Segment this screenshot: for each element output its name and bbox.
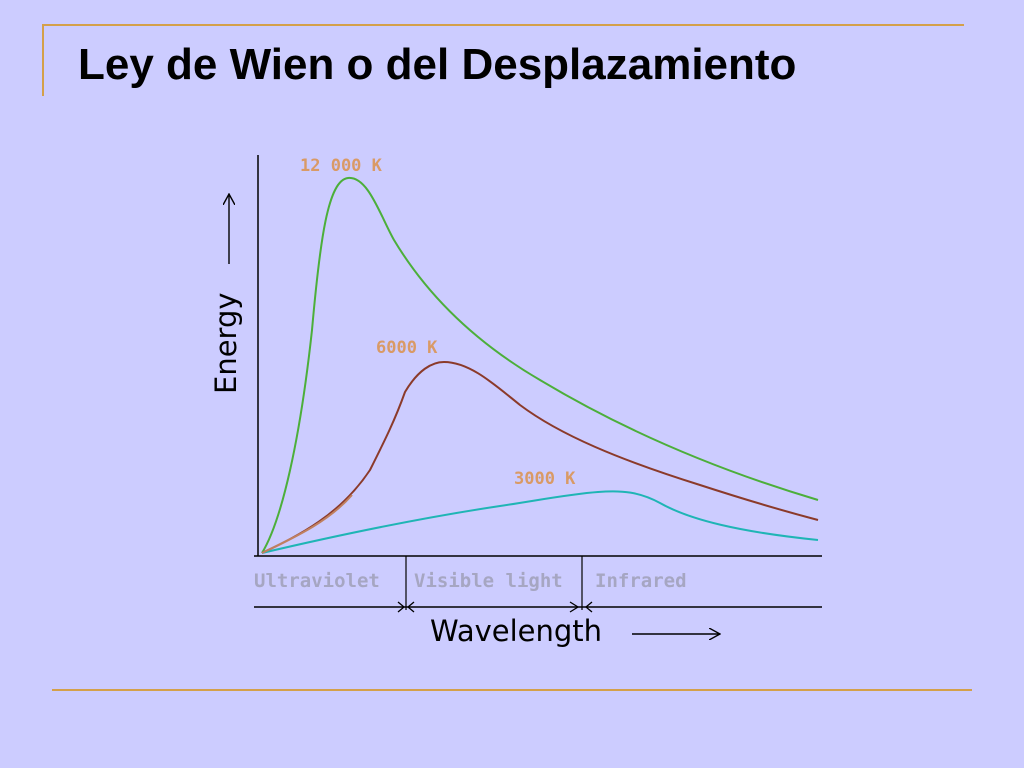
- slide-title: Ley de Wien o del Desplazamiento: [78, 40, 797, 89]
- region-label-visible-light: Visible light: [414, 570, 563, 592]
- bottom-rule: [52, 689, 972, 691]
- x-axis-title: Wavelength: [430, 614, 602, 648]
- curve-label-12000k: 12 000 K: [300, 156, 383, 176]
- title-rule-vertical: [42, 24, 44, 96]
- curve-6000k: [261, 360, 819, 554]
- curve-12000k: [261, 176, 819, 554]
- region-label-infrared: Infrared: [595, 570, 687, 592]
- y-axis-title: Energy: [209, 292, 243, 394]
- region-arrowheads: [397, 601, 593, 613]
- region-label-ultraviolet: Ultraviolet: [254, 570, 380, 592]
- curve-label-3000k: 3000 K: [514, 469, 576, 489]
- curve-3000k: [261, 490, 819, 554]
- curve-label-6000k: 6000 K: [376, 338, 438, 358]
- curve-6000k-tail: [261, 494, 353, 554]
- title-rule-horizontal: [42, 24, 964, 26]
